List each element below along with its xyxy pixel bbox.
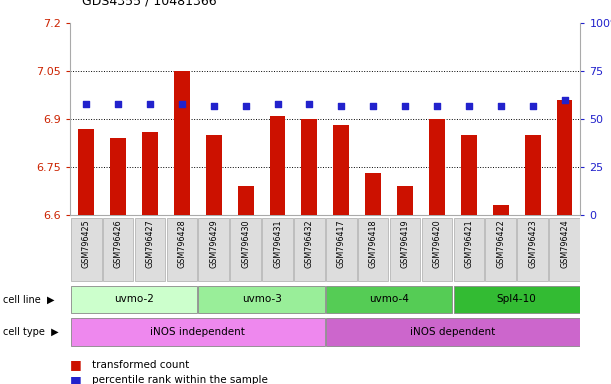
Bar <box>78 129 94 215</box>
Point <box>209 103 219 109</box>
FancyBboxPatch shape <box>71 218 101 281</box>
Point <box>496 103 506 109</box>
Text: iNOS independent: iNOS independent <box>150 326 245 336</box>
Point <box>337 103 346 109</box>
Point <box>81 101 91 107</box>
FancyBboxPatch shape <box>71 286 197 313</box>
FancyBboxPatch shape <box>199 286 324 313</box>
Bar <box>301 119 317 215</box>
FancyBboxPatch shape <box>326 286 452 313</box>
Bar <box>238 186 254 215</box>
Bar <box>461 135 477 215</box>
Bar <box>492 205 509 215</box>
Bar <box>174 71 190 215</box>
Text: iNOS dependent: iNOS dependent <box>410 326 496 336</box>
Text: GSM796426: GSM796426 <box>114 220 123 268</box>
Text: transformed count: transformed count <box>92 360 189 370</box>
Text: GSM796418: GSM796418 <box>368 220 378 268</box>
Text: uvmo-2: uvmo-2 <box>114 294 154 304</box>
Text: GSM796425: GSM796425 <box>82 220 90 268</box>
Text: GSM796419: GSM796419 <box>401 220 409 268</box>
Bar <box>525 135 541 215</box>
Bar <box>429 119 445 215</box>
FancyBboxPatch shape <box>326 318 580 346</box>
Text: GSM796424: GSM796424 <box>560 220 569 268</box>
FancyBboxPatch shape <box>390 218 420 281</box>
Point <box>400 103 410 109</box>
FancyBboxPatch shape <box>422 218 452 281</box>
Text: GDS4355 / 10481366: GDS4355 / 10481366 <box>82 0 217 8</box>
FancyBboxPatch shape <box>134 218 166 281</box>
Text: percentile rank within the sample: percentile rank within the sample <box>92 375 268 384</box>
Text: GSM796423: GSM796423 <box>528 220 537 268</box>
FancyBboxPatch shape <box>518 218 548 281</box>
Text: ■: ■ <box>70 358 82 371</box>
Text: cell line  ▶: cell line ▶ <box>3 295 54 305</box>
Text: GSM796430: GSM796430 <box>241 220 250 268</box>
Bar <box>365 174 381 215</box>
Point <box>145 101 155 107</box>
FancyBboxPatch shape <box>103 218 133 281</box>
FancyBboxPatch shape <box>453 286 580 313</box>
Text: GSM796427: GSM796427 <box>145 220 155 268</box>
Point <box>528 103 538 109</box>
Point <box>560 97 569 103</box>
FancyBboxPatch shape <box>358 218 389 281</box>
Point <box>241 103 251 109</box>
FancyBboxPatch shape <box>230 218 261 281</box>
Point <box>304 101 314 107</box>
Point <box>113 101 123 107</box>
Text: cell type  ▶: cell type ▶ <box>3 327 59 337</box>
Bar <box>269 116 285 215</box>
Text: GSM796421: GSM796421 <box>464 220 474 268</box>
Text: GSM796428: GSM796428 <box>177 220 186 268</box>
Point <box>368 103 378 109</box>
Bar <box>206 135 222 215</box>
Bar <box>397 186 413 215</box>
Bar <box>334 126 349 215</box>
FancyBboxPatch shape <box>262 218 293 281</box>
FancyBboxPatch shape <box>326 218 357 281</box>
Point <box>464 103 474 109</box>
Text: GSM796422: GSM796422 <box>496 220 505 268</box>
Text: uvmo-4: uvmo-4 <box>369 294 409 304</box>
FancyBboxPatch shape <box>549 218 580 281</box>
Text: GSM796431: GSM796431 <box>273 220 282 268</box>
Bar <box>557 100 573 215</box>
Point <box>273 101 282 107</box>
Text: GSM796429: GSM796429 <box>209 220 218 268</box>
FancyBboxPatch shape <box>167 218 197 281</box>
FancyBboxPatch shape <box>71 318 324 346</box>
Text: uvmo-3: uvmo-3 <box>241 294 282 304</box>
FancyBboxPatch shape <box>485 218 516 281</box>
Text: Spl4-10: Spl4-10 <box>497 294 536 304</box>
Bar <box>110 138 126 215</box>
Text: GSM796432: GSM796432 <box>305 220 314 268</box>
Bar <box>142 132 158 215</box>
Text: ■: ■ <box>70 374 82 384</box>
Text: GSM796420: GSM796420 <box>433 220 442 268</box>
Point <box>432 103 442 109</box>
FancyBboxPatch shape <box>294 218 324 281</box>
Point <box>177 101 187 107</box>
FancyBboxPatch shape <box>453 218 484 281</box>
FancyBboxPatch shape <box>199 218 229 281</box>
Text: GSM796417: GSM796417 <box>337 220 346 268</box>
